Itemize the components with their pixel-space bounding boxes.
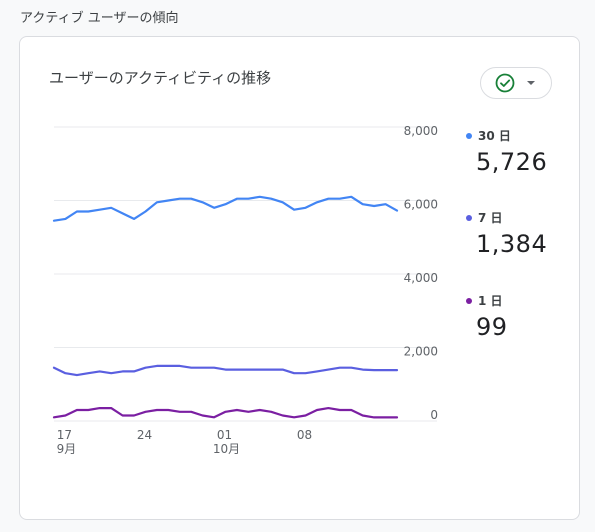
legend-1-day: 1 日 99 (466, 292, 508, 341)
y-tick-label: 4,000 (404, 271, 438, 285)
legend-value-30-day: 5,726 (476, 148, 548, 176)
legend-label-7-day: 7 日 (478, 211, 503, 225)
check-circle-icon (495, 73, 515, 93)
user-activity-card: ユーザーのアクティビティの推移 8,000 6,000 4,000 2,000 0 17 9… (19, 36, 580, 520)
x-tick-label: 24 (137, 428, 152, 442)
x-tick-month-label: 10月 (213, 442, 240, 456)
y-tick-label: 6,000 (404, 198, 438, 212)
y-tick-label: 8,000 (404, 124, 438, 138)
section-title: アクティブ ユーザーの傾向 (20, 11, 179, 26)
legend-7-day: 7 日 1,384 (466, 209, 547, 258)
legend-dot-30-day (466, 132, 472, 139)
series-line-1-day (52, 407, 399, 419)
x-tick-label: 17 (57, 428, 72, 442)
x-tick-month-label: 9月 (57, 442, 77, 456)
legend-label-1-day: 1 日 (478, 294, 503, 308)
caret-down-icon (525, 77, 537, 89)
legend-dot-1-day (466, 297, 472, 304)
x-tick-label: 08 (297, 428, 312, 442)
legend-value-1-day: 99 (476, 313, 508, 341)
comparison-dropdown[interactable] (480, 67, 552, 99)
legend-30-day: 30 日 5,726 (466, 127, 547, 176)
y-tick-label: 0 (430, 408, 438, 422)
series-line-7-day (52, 364, 399, 377)
y-tick-label: 2,000 (404, 345, 438, 359)
legend-dot-7-day (466, 214, 472, 221)
legend-value-7-day: 1,384 (476, 230, 548, 258)
card-title: ユーザーのアクティビティの推移 (49, 69, 272, 87)
series-line-30-day (52, 195, 399, 222)
x-tick-label: 01 (217, 428, 232, 442)
legend-label-30-day: 30 日 (478, 129, 511, 143)
